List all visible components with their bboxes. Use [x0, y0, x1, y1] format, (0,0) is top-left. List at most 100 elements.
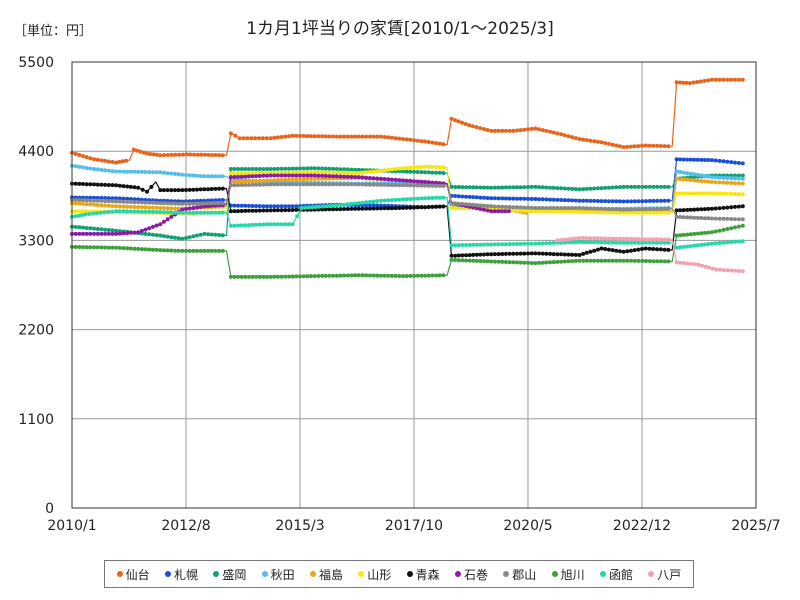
data-point — [254, 174, 259, 179]
data-point — [441, 195, 446, 200]
data-point — [202, 248, 207, 253]
data-point — [147, 209, 152, 214]
data-point — [610, 240, 615, 245]
data-point — [279, 222, 284, 227]
data-point — [158, 206, 163, 210]
legend-swatch — [406, 571, 413, 577]
data-point — [294, 204, 299, 209]
data-point — [570, 240, 575, 245]
data-point — [139, 247, 144, 252]
data-point — [592, 240, 597, 245]
data-point — [496, 242, 501, 247]
data-point — [287, 134, 291, 139]
data-point — [386, 135, 391, 140]
data-point — [522, 196, 527, 201]
data-point — [334, 134, 339, 139]
data-point — [232, 175, 237, 179]
data-point — [386, 177, 391, 182]
data-point — [77, 153, 82, 157]
data-point — [515, 185, 519, 190]
data-point — [306, 205, 311, 210]
data-point — [323, 134, 328, 139]
data-point — [191, 201, 196, 206]
data-point — [678, 157, 683, 162]
data-point — [584, 186, 589, 191]
data-point — [692, 178, 697, 183]
data-point — [342, 170, 347, 175]
data-point — [180, 172, 185, 177]
data-point — [621, 199, 626, 204]
data-point — [603, 199, 608, 204]
data-point — [685, 261, 690, 266]
data-point — [117, 183, 122, 188]
data-point — [592, 186, 597, 191]
data-point — [117, 245, 122, 250]
data-point — [562, 186, 567, 191]
data-point — [408, 197, 413, 201]
data-point — [338, 174, 343, 179]
data-point — [147, 205, 152, 210]
data-point — [257, 222, 262, 227]
data-point — [320, 166, 325, 171]
data-point — [236, 167, 241, 171]
data-point — [169, 188, 174, 193]
data-point — [526, 196, 530, 201]
data-point — [617, 199, 622, 204]
data-point — [740, 161, 745, 166]
data-point — [423, 183, 427, 188]
data-point — [290, 182, 295, 187]
data-point — [685, 215, 690, 220]
data-point — [279, 208, 284, 213]
data-point — [655, 259, 660, 264]
data-point — [320, 273, 325, 278]
data-point — [423, 196, 427, 201]
data-point — [294, 274, 299, 279]
data-point — [544, 185, 549, 190]
data-point — [243, 203, 248, 208]
data-point — [169, 214, 174, 219]
data-point — [647, 240, 652, 245]
data-point — [349, 206, 354, 211]
data-point — [176, 206, 181, 211]
data-point — [99, 158, 104, 163]
data-point — [375, 169, 380, 174]
data-point — [232, 179, 237, 184]
data-point — [485, 204, 490, 208]
data-point — [551, 206, 556, 210]
data-point — [210, 153, 214, 157]
data-point — [419, 164, 424, 169]
data-point — [629, 240, 634, 245]
data-point — [492, 209, 497, 214]
data-point — [460, 258, 465, 263]
data-point — [401, 183, 405, 188]
data-point — [389, 183, 394, 188]
data-point — [453, 258, 458, 262]
data-point — [625, 236, 630, 241]
data-point — [367, 169, 372, 174]
data-point — [482, 195, 486, 200]
data-point — [92, 167, 97, 171]
data-point — [121, 231, 126, 236]
data-point — [559, 252, 564, 257]
data-point — [713, 216, 718, 221]
data-point — [434, 165, 439, 169]
data-point — [375, 203, 380, 208]
data-point — [695, 243, 700, 248]
data-point — [636, 184, 641, 189]
data-point — [275, 135, 280, 140]
data-point — [110, 183, 115, 188]
data-point — [692, 172, 697, 177]
data-point — [662, 198, 667, 203]
data-point — [595, 210, 600, 215]
data-point — [544, 197, 549, 202]
data-point — [666, 144, 671, 149]
data-point — [149, 184, 154, 189]
data-point — [717, 228, 722, 233]
data-point — [666, 247, 671, 252]
data-point — [95, 227, 100, 231]
data-point — [294, 166, 299, 171]
data-point — [419, 273, 424, 278]
data-point — [467, 202, 472, 207]
data-point — [245, 136, 250, 141]
data-point — [721, 268, 726, 273]
